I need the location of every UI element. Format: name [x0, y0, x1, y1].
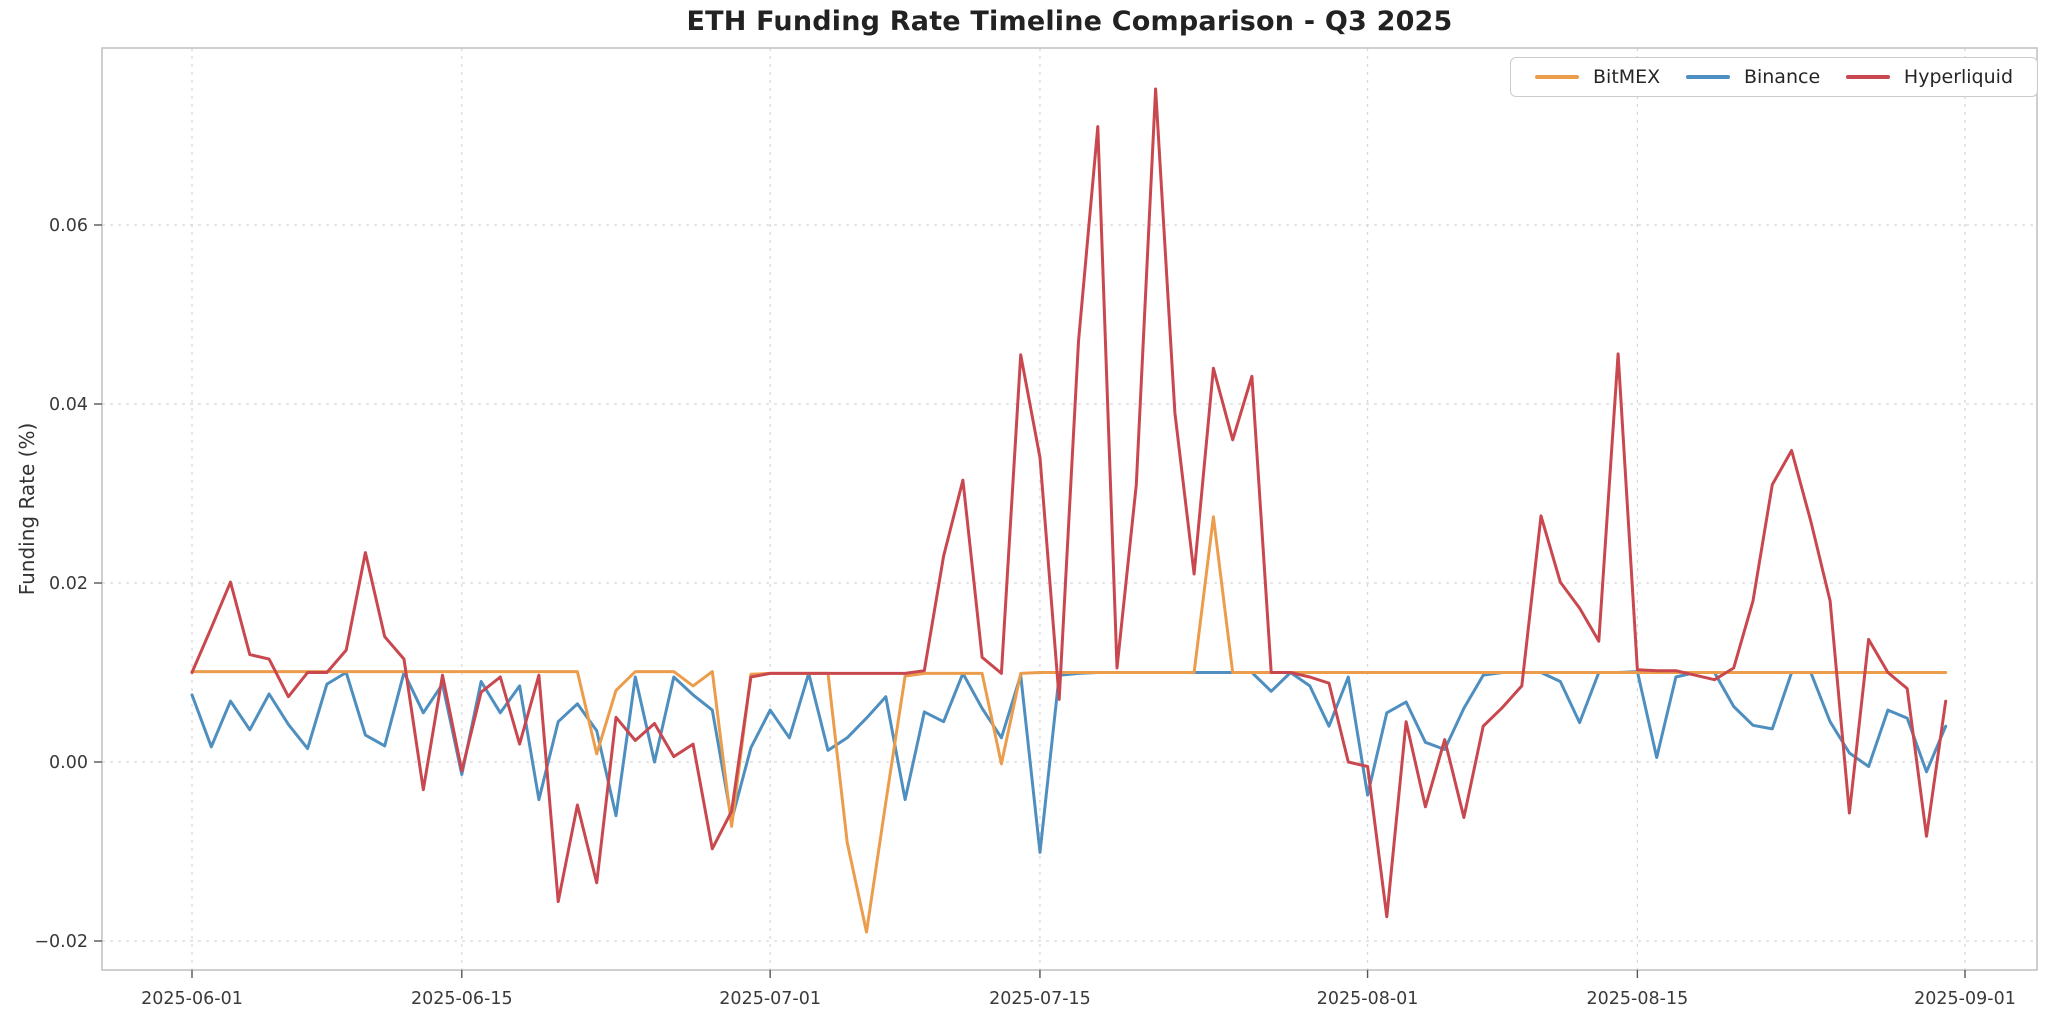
chart-title: ETH Funding Rate Timeline Comparison - Q… — [686, 6, 1453, 37]
legend-swatch-binance — [1685, 75, 1730, 79]
legend-item-hyperliquid[interactable]: Hyperliquid — [1845, 66, 2013, 88]
legend-swatch-hyperliquid — [1845, 75, 1890, 79]
x-tick-label: 2025-08-15 — [1587, 989, 1689, 1009]
x-tick-label: 2025-09-01 — [1914, 989, 2016, 1009]
y-tick-label: 0.06 — [49, 216, 88, 236]
series-line-hyperliquid — [190, 87, 1948, 919]
y-tick-label: 0.00 — [49, 753, 88, 773]
axes-box — [101, 47, 2038, 971]
y-tick-label: 0.04 — [49, 395, 88, 415]
legend-label-binance: Binance — [1743, 66, 1821, 88]
x-tick-label: 2025-08-01 — [1317, 989, 1419, 1009]
series-line-binance — [190, 670, 1948, 854]
y-tick-label: −0.02 — [34, 932, 88, 952]
legend-item-binance[interactable]: Binance — [1685, 66, 1821, 88]
x-tick-label: 2025-06-01 — [141, 989, 243, 1009]
legend-label-bitmex: BitMEX — [1593, 66, 1661, 88]
x-tick-label: 2025-06-15 — [411, 989, 513, 1009]
legend-item-bitmex[interactable]: BitMEX — [1535, 66, 1660, 88]
legend: BitMEX Binance Hyperliquid — [1510, 57, 2038, 97]
y-tick-label: 0.02 — [49, 574, 88, 594]
legend-swatch-bitmex — [1535, 75, 1579, 79]
x-tick-label: 2025-07-15 — [989, 989, 1091, 1009]
x-tick-label: 2025-07-01 — [719, 989, 821, 1009]
legend-label-hyperliquid: Hyperliquid — [1903, 66, 2013, 88]
series-line-bitmex — [190, 515, 1948, 934]
